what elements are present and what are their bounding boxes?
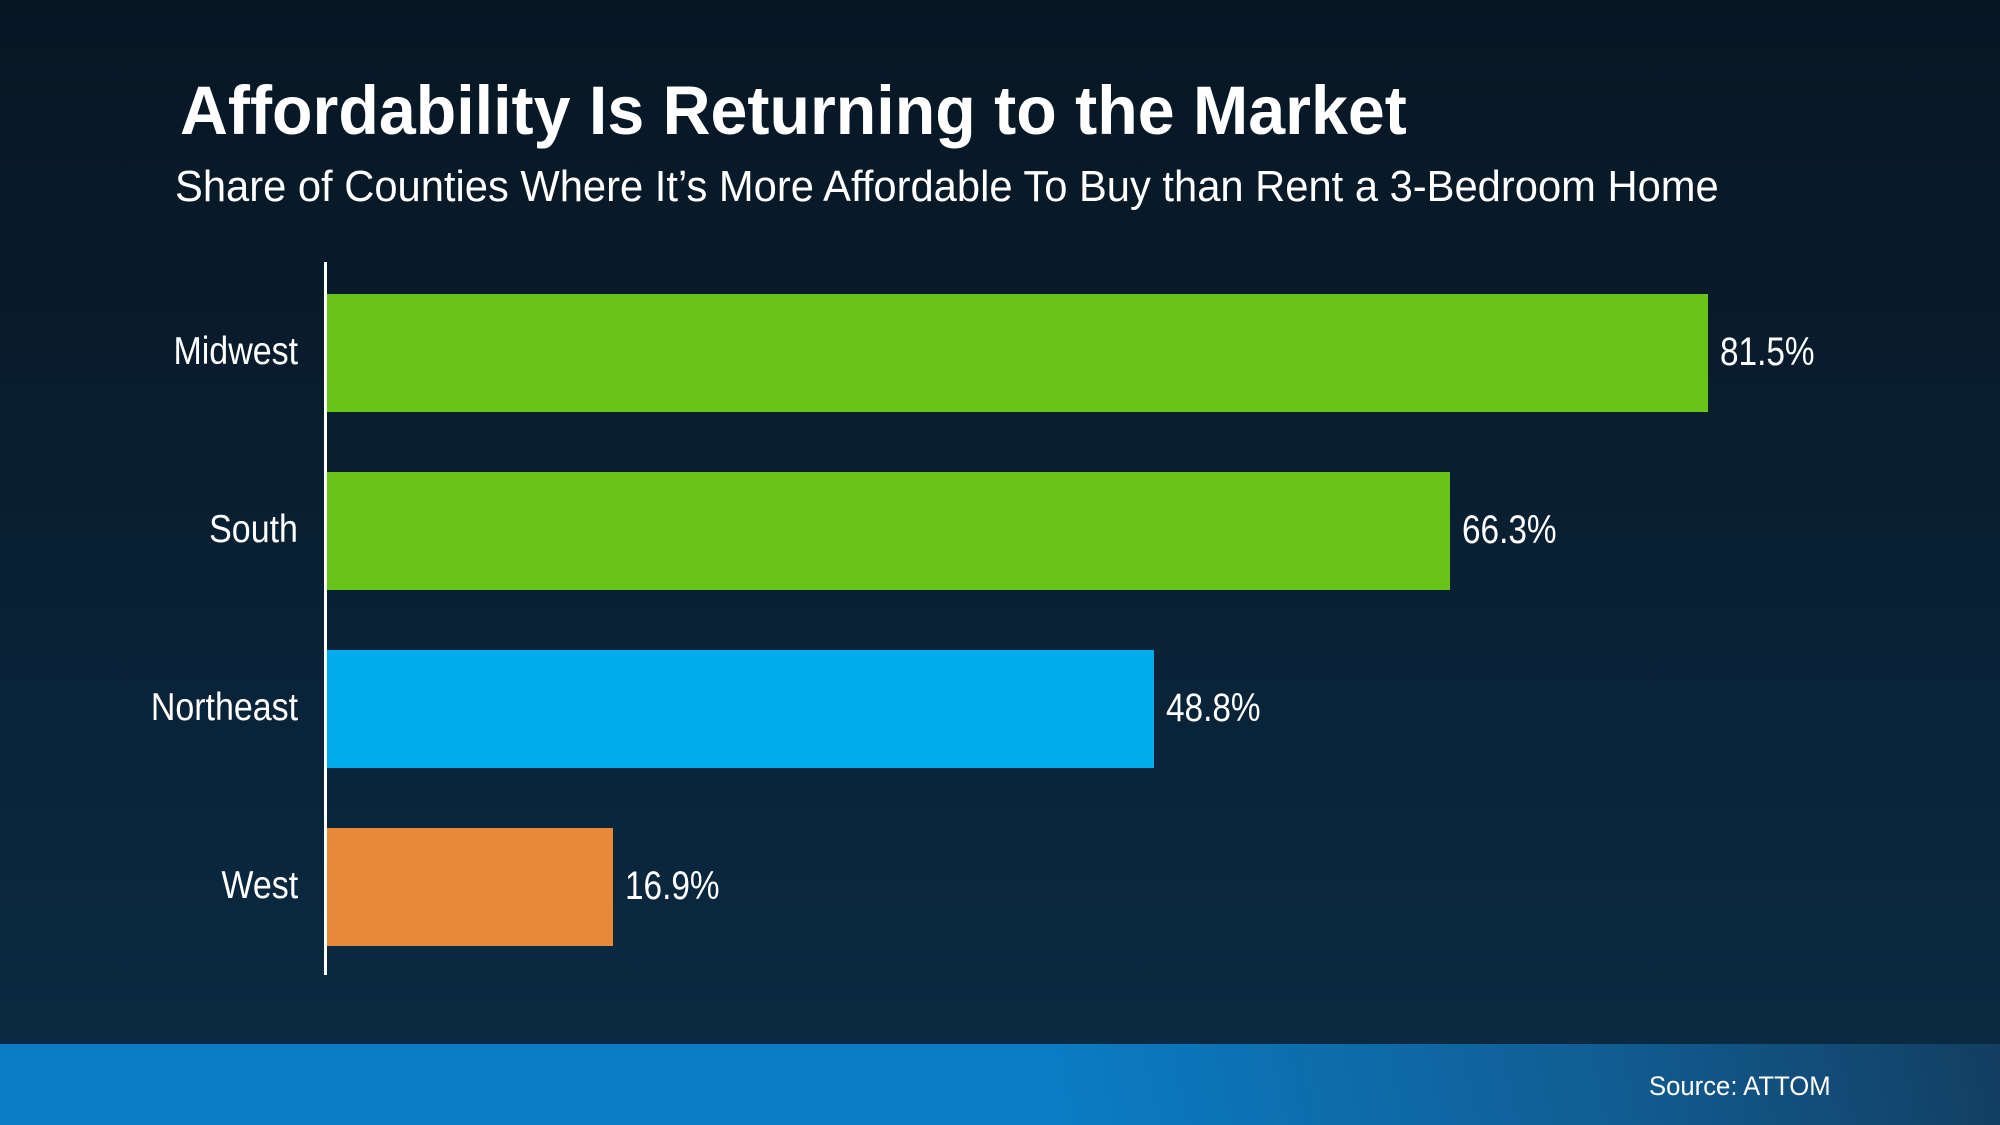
y-axis-line [324,262,327,975]
chart-subtitle: Share of Counties Where It’s More Afford… [175,162,1719,211]
bar-northeast [327,650,1154,768]
category-label: South [0,472,298,590]
source-attribution-text: Source: ATTOM [1649,1070,1831,1101]
value-label-text: 66.3% [1462,507,1557,552]
category-label-text: Midwest [173,329,298,373]
bar-west [327,828,613,946]
value-label: 16.9% [625,828,738,946]
value-label: 81.5% [1720,294,1833,412]
value-label-text: 16.9% [625,863,720,908]
category-label: West [0,828,298,946]
value-label: 66.3% [1462,472,1575,590]
category-label-text: West [221,863,298,907]
category-label-text: Northeast [150,685,298,729]
value-label-text: 81.5% [1720,329,1815,374]
bar-row: Midwest 81.5% [0,294,2000,412]
bar-row: South 66.3% [0,472,2000,590]
category-label-text: South [209,507,298,551]
bar-midwest [327,294,1708,412]
source-attribution: Source: ATTOM [1649,1044,1840,1125]
bar-south [327,472,1450,590]
chart-title: Affordability Is Returning to the Market [180,72,1407,149]
category-label: Northeast [0,650,298,768]
bar-row: Northeast 48.8% [0,650,2000,768]
value-label: 48.8% [1166,650,1279,768]
bar-row: West 16.9% [0,828,2000,946]
value-label-text: 48.8% [1166,685,1261,730]
footer-band: Source: ATTOM [0,1044,2000,1125]
category-label: Midwest [0,294,298,412]
